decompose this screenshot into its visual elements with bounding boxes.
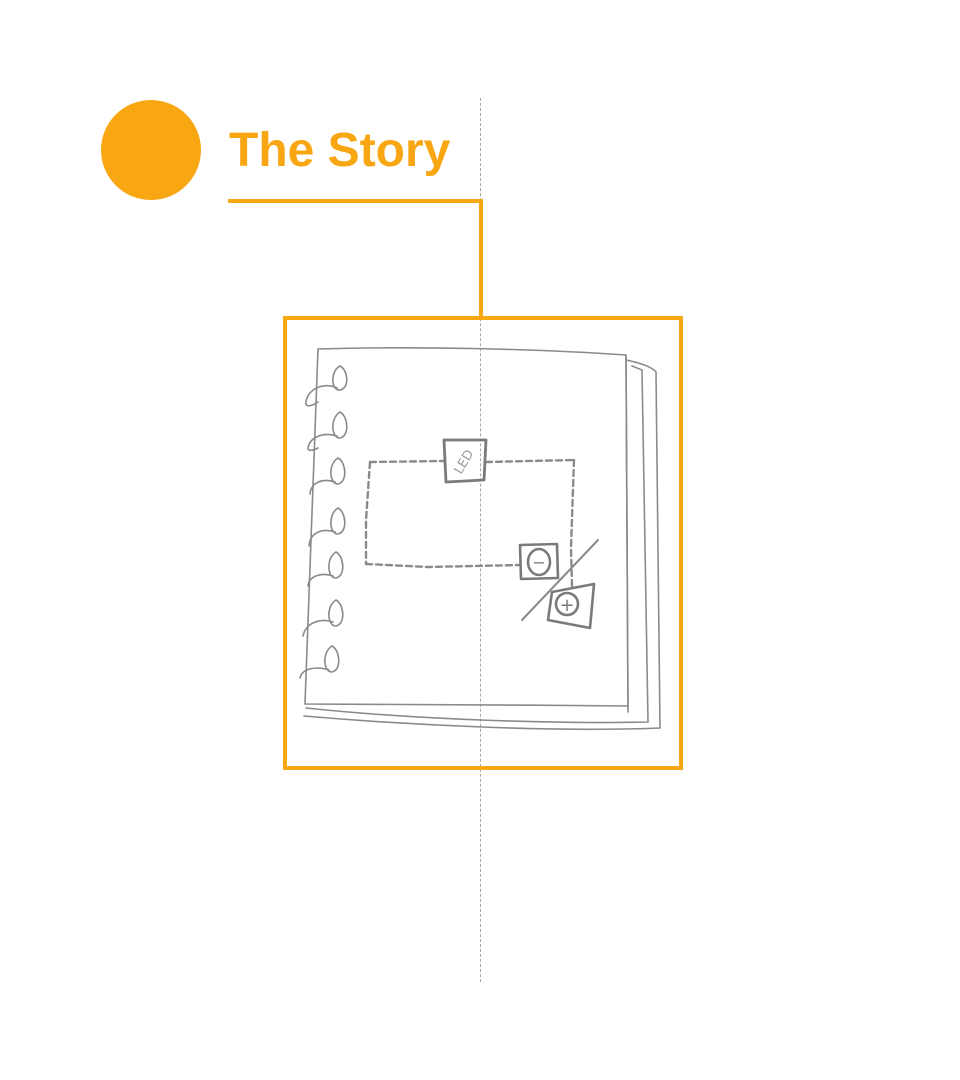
led-label: LED	[452, 447, 478, 477]
notebook-sketch-icon: LED − +	[299, 347, 661, 731]
section-title: The Story	[229, 124, 451, 177]
plus-terminal-label: +	[559, 595, 574, 616]
center-guide-line	[480, 98, 481, 982]
section-marker-icon	[101, 100, 201, 200]
minus-terminal-label: −	[532, 553, 545, 572]
illustration-frame	[283, 316, 683, 770]
